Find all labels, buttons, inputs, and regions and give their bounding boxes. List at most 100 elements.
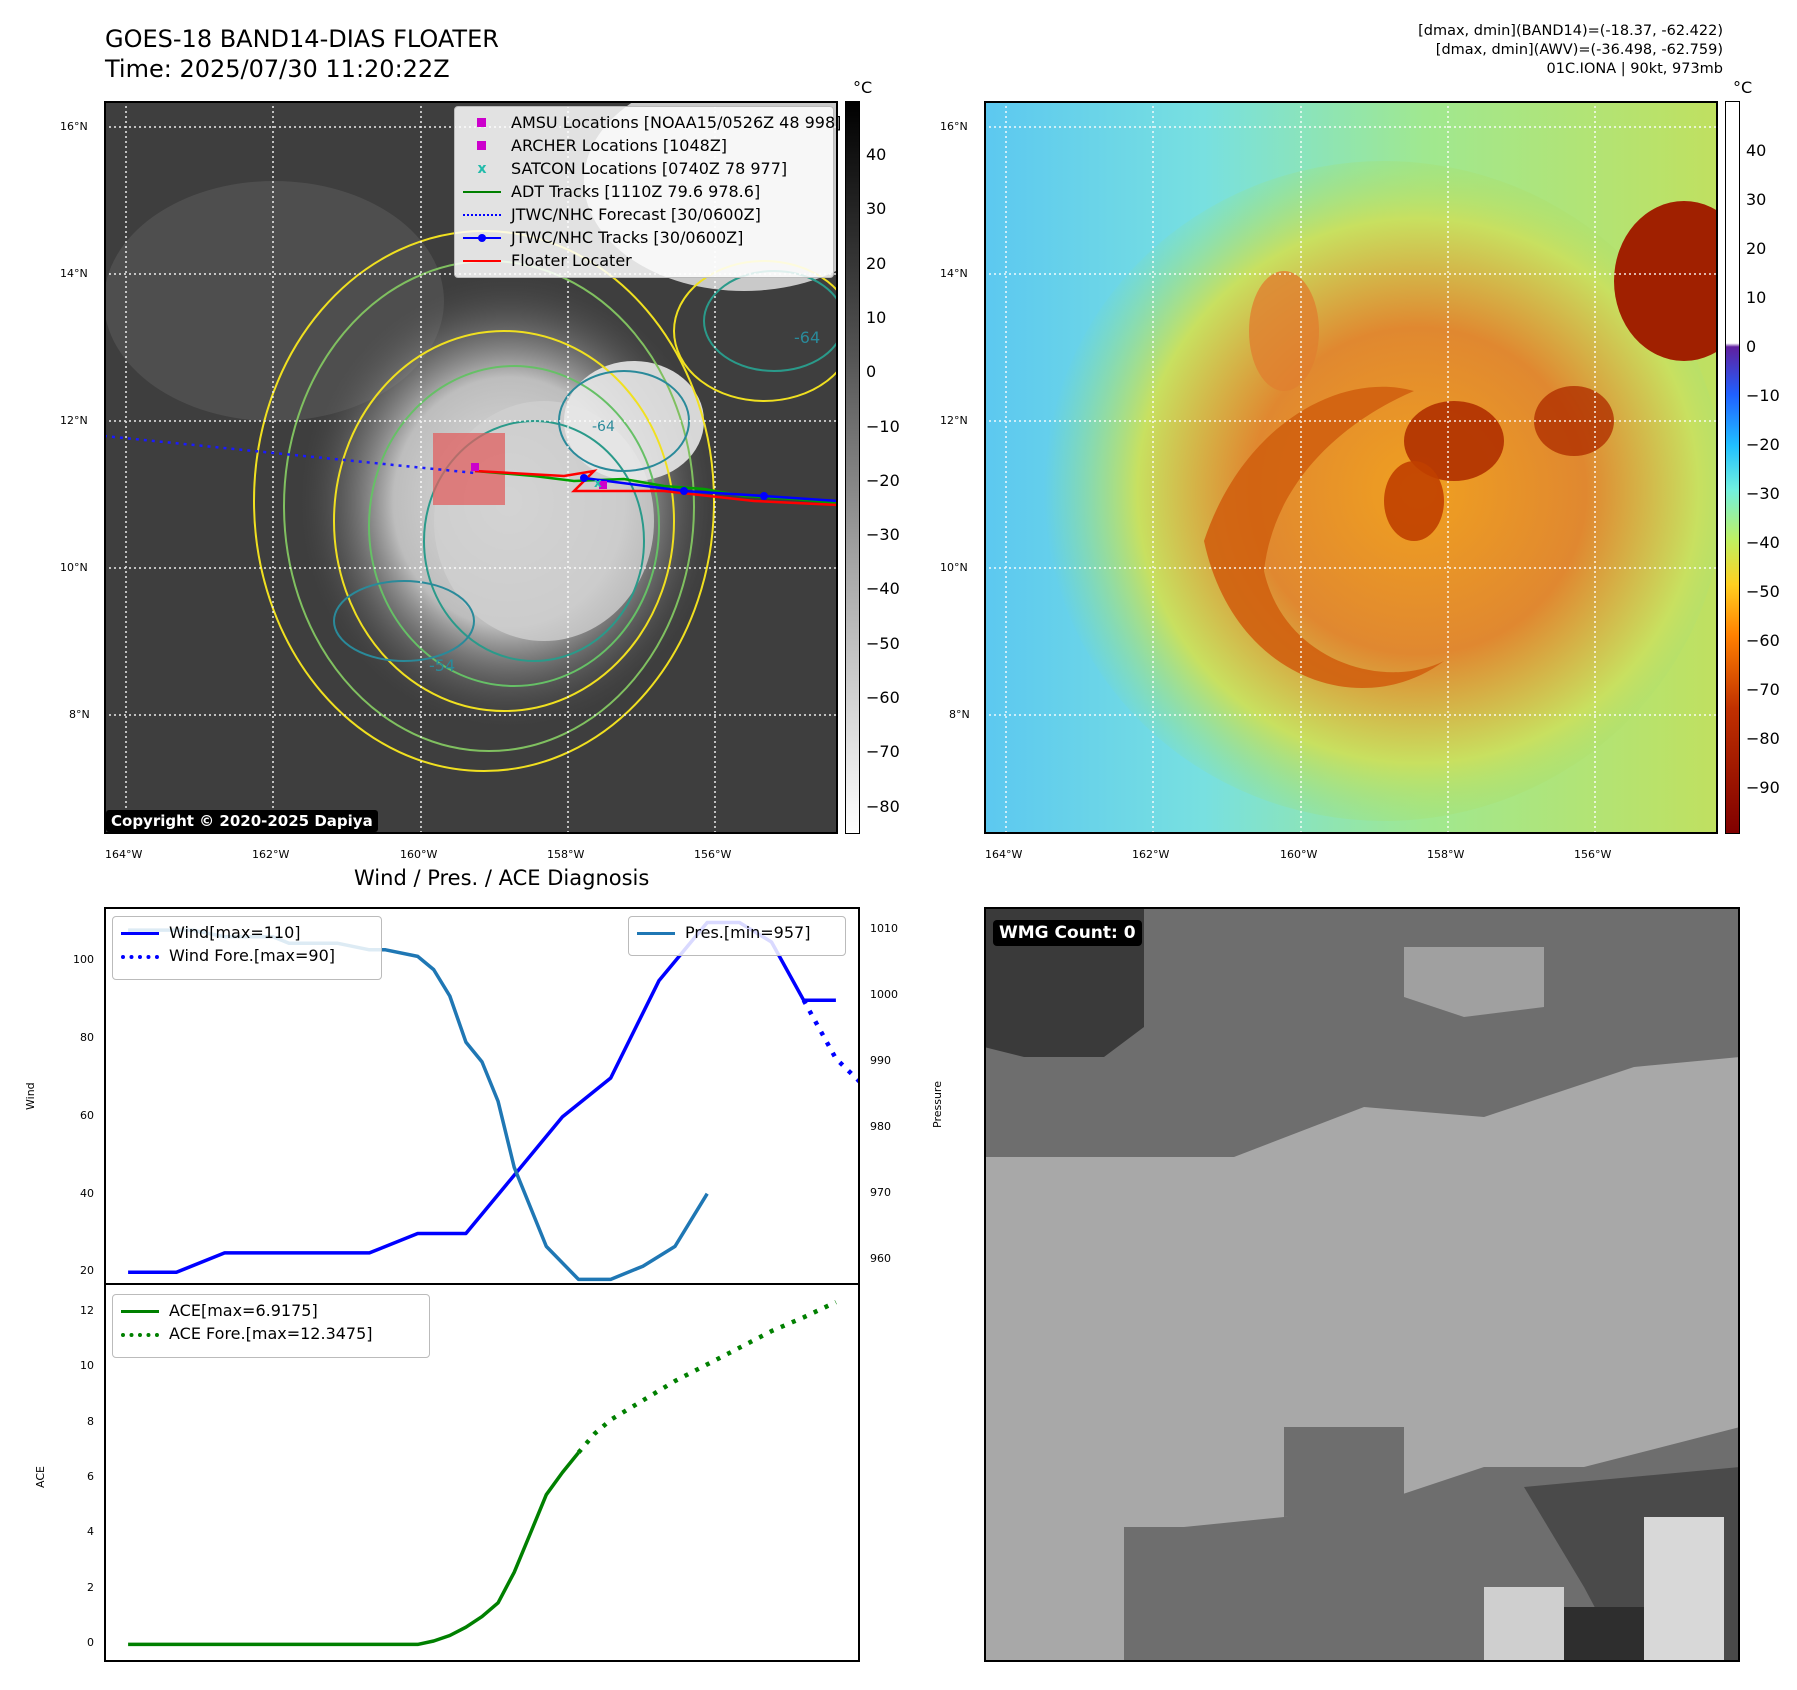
ir-colorbar — [845, 101, 860, 834]
ir-map-frame — [104, 101, 838, 834]
lon-label: 158°W — [1427, 848, 1465, 861]
lat-label: 8°N — [949, 708, 970, 721]
ace-axis-label: ACE — [34, 1466, 47, 1488]
colorbar-unit: °C — [853, 78, 873, 97]
lat-label: 12°N — [940, 414, 968, 427]
lon-label: 164°W — [985, 848, 1023, 861]
y-tick-label: 6 — [87, 1470, 94, 1484]
colorbar-tick-label: −90 — [1746, 778, 1780, 797]
y-tick-label: 960 — [870, 1251, 891, 1265]
colorbar-tick-label: −40 — [866, 579, 900, 599]
diagnosis-title: Wind / Pres. / ACE Diagnosis — [354, 866, 650, 890]
y-tick-label: 100 — [73, 953, 94, 967]
lon-label: 156°W — [694, 848, 732, 861]
colorbar-tick-label: 40 — [1746, 141, 1767, 160]
series-line-0 — [128, 1451, 580, 1647]
wmg-panel: WMG Count: 0 — [984, 907, 1740, 1662]
colorbar-tick-label: 10 — [1746, 288, 1767, 307]
lat-label: 16°N — [940, 120, 968, 133]
colorbar-tick-label: −50 — [1746, 582, 1780, 601]
colorbar-tick-label: 30 — [866, 199, 887, 219]
colorbar-tick-label: −60 — [866, 688, 900, 707]
lon-label: 162°W — [1132, 848, 1170, 861]
y-tick-label: 2 — [87, 1580, 94, 1594]
legend-wind: Wind[max=110] — [169, 923, 301, 942]
legend-forecast: JTWC/NHC Forecast [30/0600Z] — [463, 203, 825, 226]
colorbar-tick-label: −60 — [1746, 631, 1780, 650]
awv-map-frame — [984, 101, 1718, 834]
legend-pressure: Pres.[min=957] — [685, 923, 811, 942]
colorbar-tick-label: −70 — [1746, 680, 1780, 699]
y-tick-label: 990 — [870, 1053, 891, 1067]
legend-archer: ARCHER Locations [1048Z] — [463, 134, 825, 157]
pressure-legend: Pres.[min=957] — [628, 916, 846, 956]
contour-label: -64 — [592, 419, 615, 435]
awv-map-panel — [984, 101, 1754, 834]
pressure-axis-label: Pressure — [931, 1081, 944, 1128]
y-tick-label: 970 — [870, 1185, 891, 1199]
copyright-badge: Copyright © 2020-2025 Dapiya — [106, 810, 378, 832]
lon-label: 160°W — [400, 848, 438, 861]
lon-label: 158°W — [547, 848, 585, 861]
wmg-image — [984, 907, 1740, 1662]
chart-divider — [104, 1283, 860, 1285]
y-tick-label: 980 — [870, 1119, 891, 1133]
y-tick-label: 4 — [87, 1525, 94, 1539]
colorbar-tick-label: −20 — [866, 470, 900, 490]
colorbar-tick-label: 40 — [866, 145, 887, 164]
awv-range-info: [dmax, dmin](AWV)=(-36.498, -62.759) — [1435, 42, 1723, 58]
forecast-track — [103, 434, 476, 475]
lon-label: 160°W — [1280, 848, 1318, 861]
wmg-frame — [984, 907, 1740, 1662]
chart-title: GOES-18 BAND14-DIAS FLOATER — [105, 25, 499, 53]
map-legend: AMSU Locations [NOAA15/0526Z 48 998] ARC… — [454, 106, 841, 278]
awv-colorbar — [1725, 101, 1740, 834]
y-tick-label: 20 — [80, 1264, 94, 1278]
legend-wind-fore: Wind Fore.[max=90] — [169, 946, 335, 965]
lon-label: 162°W — [252, 848, 290, 861]
lat-label: 16°N — [60, 120, 88, 133]
ace-chart — [104, 1284, 860, 1661]
lon-label: 164°W — [105, 848, 143, 861]
wind-axis-label: Wind — [24, 1082, 37, 1110]
legend-jtwc-tracks: JTWC/NHC Tracks [30/0600Z] — [463, 226, 825, 249]
y-tick-label: 40 — [80, 1186, 94, 1200]
colorbar-tick-label: −10 — [1746, 386, 1780, 405]
colorbar-tick-label: 0 — [866, 362, 877, 382]
y-tick-label: 1000 — [870, 987, 898, 1001]
colorbar-tick-label: −40 — [1746, 533, 1780, 552]
legend-ace: ACE[max=6.9175] — [169, 1301, 318, 1320]
floater-box — [433, 433, 505, 505]
colorbar-tick-label: −30 — [866, 525, 900, 545]
legend-amsu: AMSU Locations [NOAA15/0526Z 48 998] — [463, 111, 841, 134]
colorbar-tick-label: −80 — [1746, 729, 1780, 748]
colorbar-tick-label: −30 — [1746, 484, 1780, 503]
y-tick-label: 1010 — [870, 922, 898, 936]
legend-ace-fore: ACE Fore.[max=12.3475] — [169, 1324, 373, 1343]
svg-text:x: x — [594, 476, 602, 490]
contour-label: -64 — [794, 328, 820, 347]
lat-label: 14°N — [940, 267, 968, 280]
wind-legend: Wind[max=110] Wind Fore.[max=90] — [112, 916, 382, 980]
y-tick-label: 10 — [80, 1359, 94, 1373]
colorbar-tick-label: 20 — [1746, 239, 1767, 258]
colorbar-tick-label: 0 — [1746, 337, 1757, 356]
lat-label: 10°N — [940, 561, 968, 574]
colorbar-tick-label: 20 — [866, 253, 887, 273]
colorbar-tick-label: 30 — [1746, 190, 1767, 209]
legend-adt: ADT Tracks [1110Z 79.6 978.6] — [463, 180, 825, 203]
y-tick-label: 8 — [87, 1414, 94, 1428]
lat-label: 12°N — [60, 414, 88, 427]
y-tick-label: 0 — [87, 1636, 94, 1650]
colorbar-tick-label: −50 — [866, 633, 900, 653]
lat-label: 14°N — [60, 267, 88, 280]
ace-legend: ACE[max=6.9175] ACE Fore.[max=12.3475] — [112, 1294, 430, 1358]
colorbar-tick-label: 10 — [866, 307, 887, 327]
jtwc-track — [583, 476, 839, 503]
colorbar-tick-label: −20 — [1746, 435, 1780, 454]
colorbar-tick-label: −70 — [866, 742, 900, 762]
y-tick-label: 80 — [80, 1031, 94, 1045]
legend-floater: Floater Locater — [463, 249, 825, 272]
colorbar-tick-label: −80 — [866, 796, 900, 816]
storm-info: 01C.IONA | 90kt, 973mb — [1546, 61, 1724, 77]
